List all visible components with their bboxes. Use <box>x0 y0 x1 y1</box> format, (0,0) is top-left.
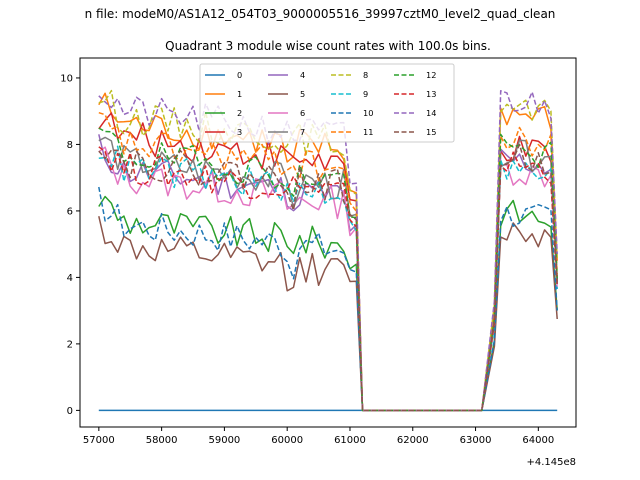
series-line-11 <box>98 111 558 412</box>
x-tick-label: 58000 <box>146 435 178 446</box>
y-tick-label: 10 <box>60 73 73 84</box>
x-tick-label: 60000 <box>271 435 303 446</box>
legend-label-12: 12 <box>426 70 436 80</box>
series-line-15 <box>98 143 558 412</box>
legend-box <box>199 63 455 143</box>
x-tick-label: 59000 <box>208 435 240 446</box>
legend-label-10: 10 <box>363 108 373 118</box>
y-tick-label: 8 <box>67 140 73 151</box>
x-tick-label: 61000 <box>334 435 366 446</box>
x-offset-label: +4.145e8 <box>526 457 576 468</box>
legend-label-14: 14 <box>426 108 436 118</box>
y-tick-label: 2 <box>67 339 73 350</box>
y-tick-label: 6 <box>67 206 73 217</box>
axes-frame <box>79 57 577 428</box>
legend-label-2: 2 <box>237 108 242 118</box>
legend-label-3: 3 <box>237 127 242 137</box>
x-tick-label: 57000 <box>83 435 115 446</box>
chart-suptitle: n file: modeM0/AS1A12_054T03_9000005516_… <box>85 7 556 21</box>
legend-label-9: 9 <box>363 89 368 99</box>
series-line-5 <box>98 216 558 412</box>
legend-label-4: 4 <box>300 70 305 80</box>
legend-label-6: 6 <box>300 108 305 118</box>
series-line-8 <box>98 89 558 412</box>
legend-label-7: 7 <box>300 127 305 137</box>
legend-label-13: 13 <box>426 89 436 99</box>
legend-label-8: 8 <box>363 70 368 80</box>
series-line-14 <box>98 90 558 412</box>
legend-label-11: 11 <box>363 127 373 137</box>
legend-label-1: 1 <box>237 89 242 99</box>
y-tick-label: 4 <box>67 273 73 284</box>
x-axis: 57000 58000 59000 60000 61000 62000 63000 64000 <box>83 427 554 446</box>
x-tick-label: 63000 <box>460 435 492 446</box>
series-line-10 <box>98 186 558 412</box>
legend-label-0: 0 <box>237 70 242 80</box>
y-tick-label: 0 <box>67 406 73 417</box>
x-tick-label: 64000 <box>522 435 554 446</box>
y-axis: 0 2 4 6 8 10 <box>60 73 80 417</box>
legend-label-5: 5 <box>300 89 305 99</box>
series-line-2 <box>98 195 558 412</box>
legend-label-15: 15 <box>426 127 436 137</box>
plot-lines <box>98 89 558 412</box>
x-tick-label: 62000 <box>397 435 429 446</box>
chart-title: Quadrant 3 module wise count rates with … <box>165 39 491 53</box>
series-line-12 <box>98 127 558 412</box>
